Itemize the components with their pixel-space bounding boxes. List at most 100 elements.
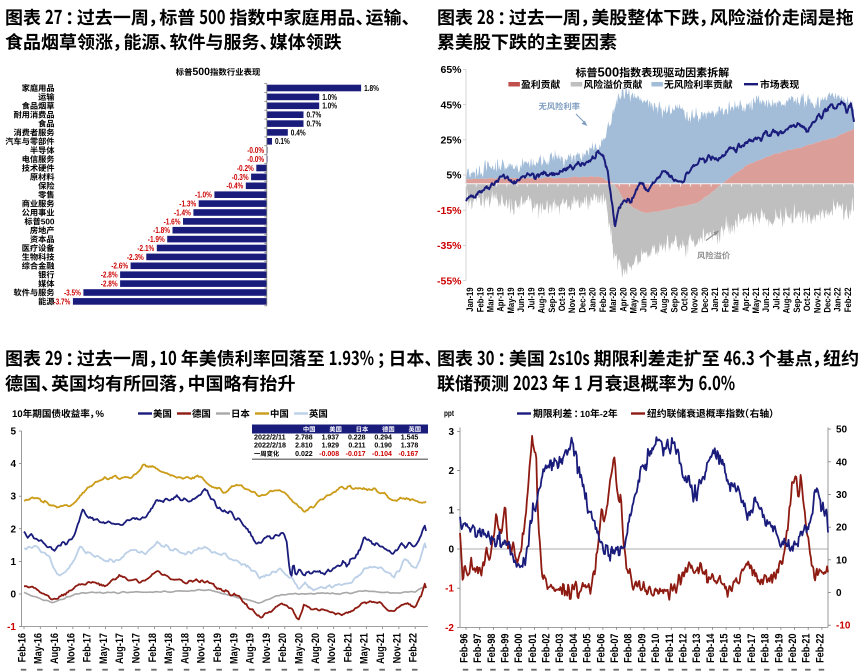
svg-text:-1: -1	[445, 584, 454, 595]
svg-text:Jul-20: Jul-20	[649, 287, 660, 309]
svg-text:0.4%: 0.4%	[291, 128, 306, 137]
svg-text:-1.3%: -1.3%	[179, 200, 196, 209]
svg-text:Feb-06: Feb-06	[595, 634, 607, 663]
svg-text:Oct-20: Oct-20	[680, 287, 691, 311]
svg-text:Feb-19: Feb-19	[212, 633, 224, 662]
svg-text:3: 3	[448, 427, 454, 438]
svg-text:-2.1%: -2.1%	[137, 244, 154, 253]
svg-text:Nov-19: Nov-19	[567, 287, 578, 313]
svg-text:50: 50	[836, 425, 848, 436]
svg-text:1.929: 1.929	[322, 443, 340, 450]
svg-text:Feb-09: Feb-09	[636, 634, 648, 663]
svg-text:Nov-20: Nov-20	[326, 633, 338, 663]
svg-text:Dec-19: Dec-19	[577, 287, 588, 312]
svg-text:Sep-21: Sep-21	[792, 287, 803, 313]
svg-text:-2.3%: -2.3%	[127, 253, 144, 262]
svg-text:1.0%: 1.0%	[322, 93, 337, 102]
svg-text:Feb-05: Feb-05	[582, 634, 594, 663]
svg-text:0.211: 0.211	[348, 443, 365, 450]
svg-text:30: 30	[836, 490, 848, 501]
svg-text:Nov-21: Nov-21	[812, 287, 823, 313]
svg-text:Feb-21: Feb-21	[720, 287, 731, 312]
svg-text:Jul-21: Jul-21	[771, 287, 782, 310]
svg-text:-3.7%: -3.7%	[54, 297, 71, 306]
svg-text:0: 0	[10, 590, 16, 601]
svg-text:Feb-19: Feb-19	[773, 634, 785, 663]
svg-text:May-20: May-20	[629, 287, 640, 313]
svg-text:Aug-21: Aug-21	[375, 633, 387, 664]
svg-text:-0.017: -0.017	[346, 451, 366, 458]
svg-text:Aug-20: Aug-20	[310, 633, 322, 664]
svg-text:Oct-21: Oct-21	[802, 287, 813, 311]
svg-text:-10: -10	[836, 621, 851, 632]
svg-text:Jun-21: Jun-21	[761, 287, 772, 312]
svg-text:Aug-19: Aug-19	[537, 287, 548, 313]
svg-text:Feb-03: Feb-03	[554, 634, 566, 663]
svg-text:Nov-17: Nov-17	[131, 633, 143, 663]
svg-text:Feb-12: Feb-12	[677, 634, 689, 663]
svg-text:Aug-20: Aug-20	[659, 287, 670, 313]
svg-text:Apr-20: Apr-20	[618, 287, 629, 311]
svg-text:Feb-15: Feb-15	[719, 634, 731, 663]
svg-text:Aug-18: Aug-18	[179, 633, 191, 664]
svg-text:May-18: May-18	[163, 633, 175, 664]
svg-text:3: 3	[10, 492, 16, 503]
svg-text:Sep-19: Sep-19	[547, 287, 558, 312]
svg-text:Mar-20: Mar-20	[608, 287, 619, 312]
svg-text:Feb-10: Feb-10	[650, 634, 662, 663]
svg-text:-0.2%: -0.2%	[237, 164, 254, 173]
svg-text:Nov-19: Nov-19	[261, 633, 273, 663]
svg-text:Feb-17: Feb-17	[746, 634, 758, 663]
svg-text:1: 1	[10, 557, 16, 568]
svg-text:0: 0	[448, 545, 454, 556]
svg-text:-55%: -55%	[437, 275, 462, 287]
svg-text:Jun-20: Jun-20	[639, 287, 650, 312]
svg-text:Feb-16: Feb-16	[732, 634, 744, 663]
svg-text:0.7%: 0.7%	[307, 120, 322, 129]
svg-text:-35%: -35%	[437, 240, 462, 252]
svg-text:-0.0%: -0.0%	[247, 146, 264, 155]
svg-text:Feb-99: Feb-99	[500, 634, 512, 663]
svg-text:-2.8%: -2.8%	[101, 271, 118, 280]
svg-text:-2.6%: -2.6%	[111, 262, 128, 271]
svg-text:May-20: May-20	[294, 633, 306, 664]
svg-text:Feb-07: Feb-07	[609, 634, 621, 663]
svg-text:1: 1	[448, 505, 454, 516]
svg-text:-2.8%: -2.8%	[101, 280, 118, 289]
svg-text:2022/2/18: 2022/2/18	[254, 441, 286, 450]
svg-text:Feb-21: Feb-21	[342, 633, 354, 662]
svg-text:40: 40	[836, 457, 848, 468]
svg-text:-1: -1	[7, 622, 16, 633]
svg-text:20: 20	[836, 523, 848, 534]
svg-text:Feb-01: Feb-01	[527, 634, 539, 663]
svg-text:Feb-97: Feb-97	[472, 634, 484, 663]
svg-text:Dec-20: Dec-20	[700, 287, 711, 312]
svg-text:25%: 25%	[440, 135, 462, 147]
svg-text:-0.0%: -0.0%	[247, 155, 264, 164]
svg-text:Apr-19: Apr-19	[496, 287, 507, 311]
svg-text:2022/2/11: 2022/2/11	[254, 433, 286, 442]
svg-text:Feb-16: Feb-16	[16, 633, 28, 662]
svg-text:-1.4%: -1.4%	[174, 208, 191, 217]
svg-text:Nov-16: Nov-16	[65, 633, 77, 663]
svg-text:May-21: May-21	[751, 287, 762, 314]
svg-text:-1.0%: -1.0%	[195, 191, 212, 200]
svg-text:May-19: May-19	[506, 287, 517, 313]
svg-text:10: 10	[836, 555, 848, 566]
svg-text:Feb-18: Feb-18	[147, 633, 159, 662]
svg-text:0: 0	[836, 588, 842, 599]
svg-text:Feb-22: Feb-22	[814, 634, 826, 663]
svg-text:Feb-96: Feb-96	[458, 634, 470, 663]
svg-text:Jun-19: Jun-19	[516, 287, 527, 312]
svg-text:Aug-19: Aug-19	[245, 633, 257, 664]
svg-text:Feb-22: Feb-22	[408, 633, 420, 662]
svg-text:May-21: May-21	[359, 633, 371, 664]
svg-text:Aug-21: Aug-21	[782, 287, 793, 314]
svg-text:Feb-18: Feb-18	[760, 634, 772, 663]
svg-text:4: 4	[10, 459, 16, 470]
svg-text:Jan-22: Jan-22	[833, 287, 844, 311]
svg-text:0.294: 0.294	[374, 435, 392, 442]
svg-text:Feb-08: Feb-08	[623, 634, 635, 663]
svg-text:Jan-21: Jan-21	[710, 287, 721, 312]
svg-text:Feb-13: Feb-13	[691, 634, 703, 663]
